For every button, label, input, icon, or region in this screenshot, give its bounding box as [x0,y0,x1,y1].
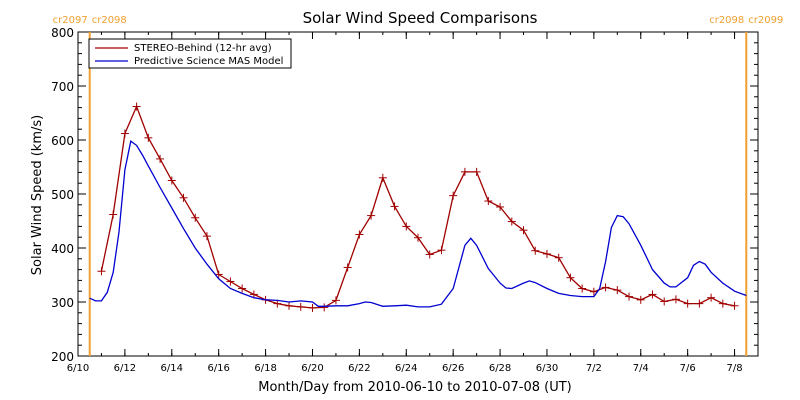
carrington-markers: cr2097 cr2098 cr2098 cr2099 [53,15,783,356]
data-point-marker [97,267,106,276]
data-point-marker [238,284,247,293]
data-point-marker [648,290,657,299]
series-lines [89,102,747,312]
data-point-marker [578,284,587,293]
data-point-marker [671,295,680,304]
data-point-marker [730,301,739,310]
x-tick-label: 7/8 [727,363,743,374]
y-axis-label: Solar Wind Speed (km/s) [30,115,45,275]
data-point-marker [355,230,364,239]
data-point-marker [320,303,329,312]
data-point-marker [144,133,153,142]
x-axis-label: Month/Day from 2010-06-10 to 2010-07-08 … [258,380,571,395]
data-point-marker [132,102,141,111]
data-point-marker [308,303,317,312]
data-point-marker [120,129,129,138]
data-point-marker [402,222,411,231]
data-point-marker [507,217,516,226]
y-tick-label: 300 [51,296,74,310]
data-point-marker [519,226,528,235]
data-point-marker [636,295,645,304]
data-point-marker [566,273,575,282]
x-tick-label: 7/2 [586,363,602,374]
data-point-marker [425,250,434,259]
data-point-marker [156,154,165,163]
y-tick-label: 500 [51,188,74,202]
data-point-marker [202,232,211,241]
carrington-label-right: cr2098 [92,15,127,26]
x-tick-label: 6/12 [114,363,136,374]
data-point-marker [343,263,352,272]
data-point-marker [191,213,200,222]
carrington-label-right: cr2099 [748,15,783,26]
data-point-marker [601,283,610,292]
x-tick-label: 7/6 [680,363,696,374]
x-tick-label: 7/4 [633,363,649,374]
x-tick-label: 6/30 [536,363,558,374]
data-point-marker [531,246,540,255]
data-point-marker [167,176,176,185]
data-point-marker [542,249,551,258]
legend: STEREO-Behind (12-hr avg) Predictive Sci… [88,38,292,69]
x-tick-label: 6/22 [348,363,370,374]
data-point-marker [718,299,727,308]
data-point-marker [625,292,634,301]
data-point-marker [437,246,446,255]
data-point-marker [296,302,305,311]
y-tick-label: 400 [51,242,74,256]
x-tick-label: 6/26 [442,363,464,374]
axis-ticks: 6/10 6/12 6/14 6/16 6/18 6/20 6/22 6/24 6/26 6/28… [51,26,759,374]
y-tick-label: 200 [51,350,74,364]
legend-box [88,38,292,69]
x-tick-label: 6/14 [161,363,183,374]
data-point-marker [589,287,598,296]
x-tick-label: 6/10 [67,363,89,374]
data-point-marker [331,296,340,305]
carrington-label-left: cr2097 [53,15,88,26]
data-point-marker [660,297,669,306]
x-tick-label: 6/20 [301,363,323,374]
data-point-marker [109,210,118,219]
legend-label-mas: Predictive Science MAS Model [134,56,283,67]
chart-title: Solar Wind Speed Comparisons [303,9,538,27]
data-point-marker [226,277,235,286]
series-line-1 [89,139,747,308]
data-point-marker [683,299,692,308]
y-tick-label: 700 [51,80,74,94]
data-point-marker [378,173,387,182]
x-tick-label: 6/18 [254,363,276,374]
data-point-marker [554,253,563,262]
data-point-marker [285,301,294,310]
y-tick-label: 600 [51,134,74,148]
series-line-0 [100,104,735,309]
data-point-marker [179,193,188,202]
x-tick-label: 6/24 [395,363,417,374]
data-point-marker [367,211,376,220]
data-point-marker [390,202,399,211]
data-point-marker [695,299,704,308]
data-point-marker [613,286,622,295]
y-tick-label: 800 [51,26,74,40]
data-point-marker [484,197,493,206]
data-point-marker [449,191,458,200]
data-point-marker [496,202,505,211]
data-point-marker [472,167,481,176]
x-tick-label: 6/16 [207,363,229,374]
data-point-marker [707,293,716,302]
data-point-marker [460,167,469,176]
legend-label-stereo: STEREO-Behind (12-hr avg) [134,43,272,54]
data-point-marker [414,233,422,242]
x-tick-label: 6/28 [489,363,511,374]
carrington-label-left: cr2098 [709,15,744,26]
